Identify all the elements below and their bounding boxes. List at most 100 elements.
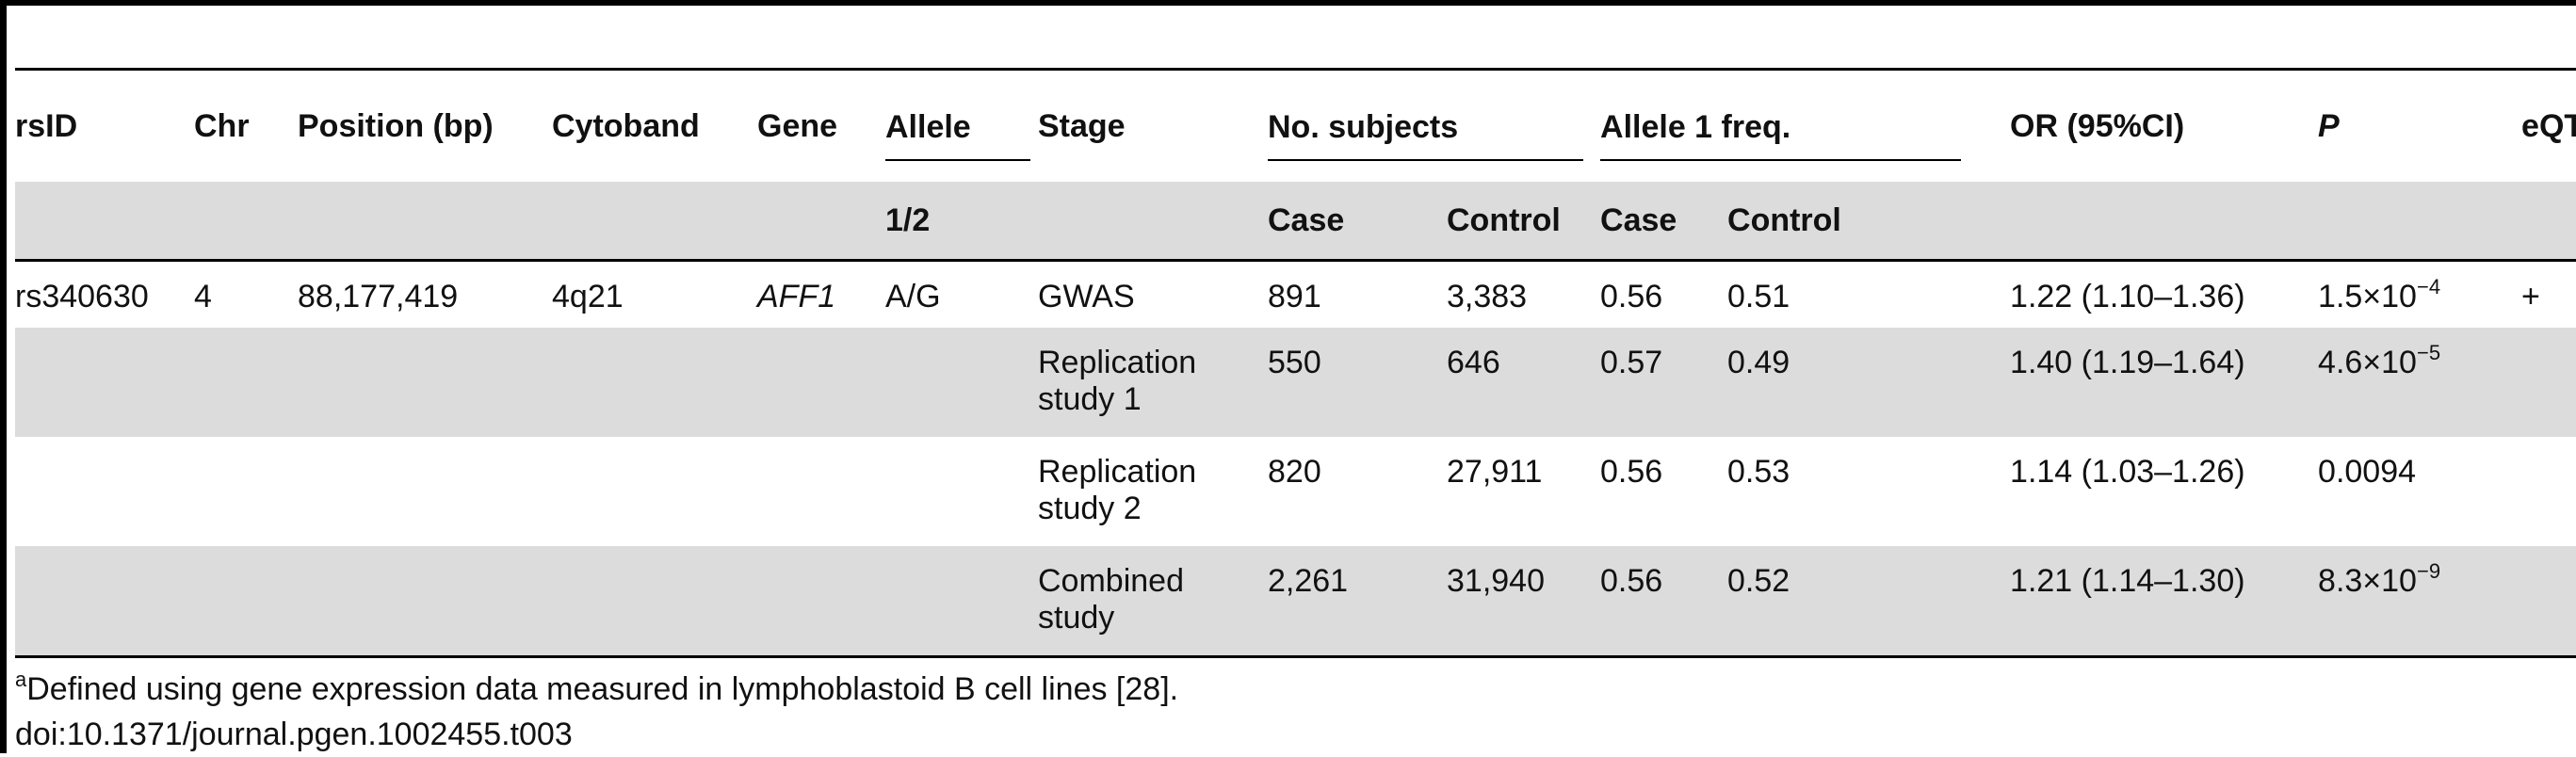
cell-or: 1.14 (1.03–1.26) (2010, 454, 2245, 490)
cell-or: 1.22 (1.10–1.36) (2010, 279, 2245, 314)
subheader-empty (552, 182, 757, 262)
cell-empty (757, 437, 885, 546)
cell-or: 1.40 (1.19–1.64) (2010, 328, 2319, 437)
cell-control: 646 (1447, 328, 1601, 437)
cell-empty (2521, 437, 2576, 546)
header-cytoband: Cytoband (552, 68, 757, 182)
header-allele-label: Allele (885, 109, 1030, 161)
subheader-subjects-case: Case (1268, 182, 1447, 262)
cell-case: 891 (1268, 279, 1321, 314)
cell-p: 1.5×10−4 (2318, 261, 2521, 329)
cell-freq-case: 0.56 (1600, 279, 1663, 314)
left-border-bar (0, 0, 7, 753)
header-allele-freq: Allele 1 freq. (1600, 68, 2011, 182)
subheader-allele-1-2: 1/2 (885, 182, 1038, 262)
header-no-subjects: No. subjects (1268, 68, 1601, 182)
cell-case: 820 (1268, 454, 1321, 490)
cell-control: 27,911 (1447, 454, 1543, 490)
cell-empty (552, 546, 757, 658)
cell-stage: GWAS (1038, 279, 1135, 314)
cell-stage: Replication study 1 (1038, 328, 1268, 437)
cell-case: 2,261 (1268, 546, 1447, 658)
cell-empty (15, 546, 194, 658)
cell-allele: A/G (885, 279, 941, 314)
cell-empty (552, 437, 757, 546)
header-eqtl: eQTLa (2521, 68, 2576, 182)
cell-empty (298, 328, 552, 437)
cell-p-base: 0.0094 (2318, 454, 2417, 490)
cell-gene: AFF1 (757, 279, 836, 314)
table-row: Combined study 2,261 31,940 0.56 0.52 1.… (15, 546, 2576, 658)
cell-p: 8.3×10−9 (2318, 546, 2522, 658)
association-results-table: rsID Chr Position (bp) Cytoband Gene All… (15, 68, 2576, 658)
cell-p-base: 1.5×10 (2318, 279, 2417, 314)
cell-empty (885, 437, 1038, 546)
cell-stage: Combined study (1038, 546, 1268, 658)
cell-freq-control: 0.49 (1727, 328, 2011, 437)
subheader-freq-control: Control (1727, 182, 2011, 262)
table-footnote: aDefined using gene expression data meas… (15, 667, 1178, 757)
cell-p: 4.6×10−5 (2318, 328, 2522, 437)
cell-p-base: 4.6×10 (2318, 345, 2417, 380)
header-eqtl-label: eQTL (2521, 107, 2576, 144)
cell-control: 3,383 (1447, 279, 1528, 314)
footnote-doi: doi:10.1371/journal.pgen.1002455.t003 (15, 717, 573, 752)
cell-empty (194, 328, 298, 437)
footnote-text: Defined using gene expression data measu… (26, 671, 1179, 707)
cell-cytoband: 4q21 (552, 279, 624, 314)
cell-chr: 4 (194, 279, 212, 314)
cell-empty (298, 546, 552, 658)
cell-empty (298, 437, 552, 546)
cell-empty (757, 328, 885, 437)
subheader-empty (15, 182, 194, 262)
cell-freq-case: 0.56 (1600, 546, 1728, 658)
subheader-empty (1038, 182, 1268, 262)
cell-rsid: rs340630 (15, 279, 149, 314)
cell-p-exponent: −4 (2416, 274, 2441, 298)
cell-p-exponent: −9 (2416, 558, 2441, 583)
header-allele-freq-label: Allele 1 freq. (1600, 109, 1961, 161)
header-chr: Chr (194, 68, 298, 182)
cell-eqtl: + (2521, 279, 2540, 314)
header-gene: Gene (757, 68, 885, 182)
cell-p-base: 8.3×10 (2318, 563, 2417, 599)
subheader-subjects-control: Control (1447, 182, 1601, 262)
results-table-container: rsID Chr Position (bp) Cytoband Gene All… (15, 68, 2576, 658)
subheader-empty (2318, 182, 2522, 262)
subheader-empty (2010, 182, 2319, 262)
cell-empty (885, 328, 1038, 437)
header-position: Position (bp) (298, 68, 552, 182)
cell-freq-case: 0.57 (1600, 328, 1728, 437)
subheader-empty (757, 182, 885, 262)
cell-empty (757, 546, 885, 658)
cell-empty (2521, 328, 2576, 437)
header-p: P (2318, 68, 2522, 182)
subheader-empty (298, 182, 552, 262)
table-row: rs340630 4 88,177,419 4q21 AFF1 A/G GWAS… (15, 261, 2576, 329)
cell-empty (15, 437, 194, 546)
header-or: OR (95%CI) (2010, 68, 2319, 182)
cell-case: 550 (1268, 328, 1447, 437)
cell-empty (15, 328, 194, 437)
header-allele: Allele (885, 68, 1038, 182)
header-stage: Stage (1038, 68, 1268, 182)
cell-stage: Replication study 2 (1038, 454, 1197, 526)
table-row: Replication study 2 820 27,911 0.56 0.53… (15, 437, 2576, 546)
subheader-empty (194, 182, 298, 262)
cell-empty (552, 328, 757, 437)
cell-or: 1.21 (1.14–1.30) (2010, 546, 2319, 658)
cell-empty (2521, 546, 2576, 658)
header-no-subjects-label: No. subjects (1268, 109, 1584, 161)
subheader-freq-case: Case (1600, 182, 1728, 262)
footnote-definition: aDefined using gene expression data meas… (15, 667, 1178, 712)
cell-freq-control: 0.52 (1727, 546, 2011, 658)
cell-freq-control: 0.51 (1727, 279, 1790, 314)
subheader-empty (2521, 182, 2576, 262)
footnote-superscript: a (15, 667, 27, 691)
cell-p-exponent: −5 (2416, 340, 2441, 364)
cell-p: 0.0094 (2318, 437, 2521, 546)
cell-position: 88,177,419 (298, 279, 459, 314)
cell-empty (885, 546, 1038, 658)
header-rsid: rsID (15, 68, 194, 182)
table-row: Replication study 1 550 646 0.57 0.49 1.… (15, 328, 2576, 437)
